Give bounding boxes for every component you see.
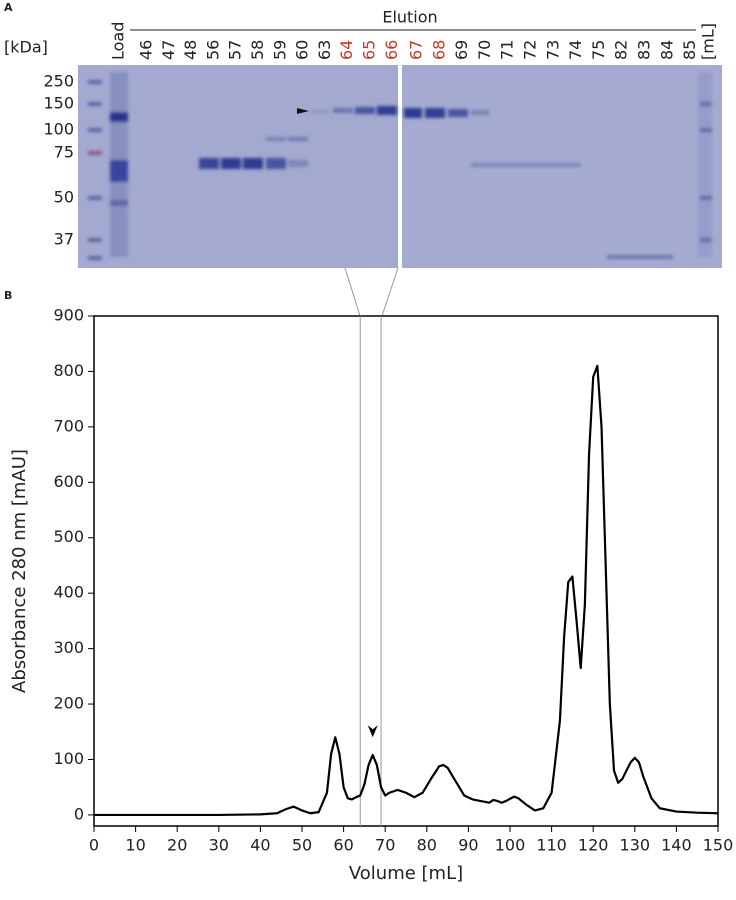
unit-label: [kDa]	[4, 38, 48, 57]
x-axis-label: Volume [mL]	[349, 863, 463, 884]
x-tick-label: 70	[375, 836, 395, 855]
x-tick-label: 40	[250, 836, 270, 855]
marker-label: 250	[43, 72, 74, 91]
lane-label: 58	[248, 40, 267, 60]
lane-label: 84	[657, 40, 676, 60]
x-tick-label: 90	[458, 836, 478, 855]
lane-label: 71	[498, 40, 517, 60]
lane-label: 82	[612, 40, 631, 60]
x-tick-label: 10	[125, 836, 145, 855]
marker-label: 50	[54, 188, 74, 207]
lane-label: 60	[293, 40, 312, 60]
chart: B Volume [mL] Absorbance 280 nm [mAU] 0 1…	[4, 289, 733, 884]
lane-label: 65	[360, 40, 379, 60]
x-tick-label: 130	[620, 836, 651, 855]
x-tick-label: 30	[209, 836, 229, 855]
y-tick-label: 900	[53, 306, 84, 325]
x-tick-label: 50	[292, 836, 312, 855]
band-arrow	[297, 108, 309, 114]
elution-label: Elution	[382, 8, 437, 27]
y-tick-label: 400	[53, 583, 84, 602]
gel-bands	[88, 72, 712, 260]
x-tick-label: 60	[333, 836, 353, 855]
x-tick-label: 120	[578, 836, 609, 855]
lane-label: 57	[226, 40, 245, 60]
lane-label: 83	[635, 40, 654, 60]
y-tick-label: 700	[53, 416, 84, 435]
x-tick-label: 20	[167, 836, 187, 855]
gel-panel: A [kDa] 250 150 100 75	[4, 1, 722, 317]
lane-label: 59	[270, 40, 289, 60]
marker-label: 150	[43, 94, 74, 113]
x-tick-label: 110	[536, 836, 567, 855]
plot-frame	[93, 315, 719, 827]
x-tick-label: 0	[89, 836, 99, 855]
lane-label: 48	[181, 40, 200, 60]
lane-label: 64	[337, 40, 356, 60]
y-tick-label: 0	[74, 804, 84, 823]
y-tick-label: 500	[53, 527, 84, 546]
lane-label: 74	[566, 40, 585, 60]
load-label: Load	[109, 22, 128, 60]
panel-label: B	[4, 289, 12, 302]
lane-label: 47	[159, 40, 178, 60]
lane-label: 73	[543, 40, 562, 60]
lane-label: 66	[382, 40, 401, 60]
unit-label: [mL]	[699, 23, 718, 60]
lane-label: 72	[521, 40, 540, 60]
x-tick-label: 140	[661, 836, 692, 855]
lane-label: 63	[315, 40, 334, 60]
y-axis-label: Absorbance 280 nm [mAU]	[9, 449, 30, 693]
data-line	[94, 364, 719, 817]
x-tick-label: 150	[703, 836, 734, 855]
x-tick-label: 80	[417, 836, 437, 855]
y-tick-label: 200	[53, 694, 84, 713]
lane-label: 56	[203, 40, 222, 60]
y-tick-label: 100	[53, 749, 84, 768]
lane-label: 67	[407, 40, 426, 60]
connector	[381, 267, 399, 317]
marker-label: 100	[43, 120, 74, 139]
connector	[344, 267, 361, 317]
marker-label: 75	[54, 143, 74, 162]
panel-label: A	[4, 1, 13, 14]
lane-label: 75	[589, 40, 608, 60]
lane-label: 70	[475, 40, 494, 60]
y-tick-label: 600	[53, 472, 84, 491]
x-tick-label: 100	[495, 836, 526, 855]
y-tick-label: 800	[53, 361, 84, 380]
lane-label: 85	[680, 40, 699, 60]
lane-label: 46	[137, 40, 156, 60]
peak-arrow	[367, 725, 378, 738]
lane-label: 68	[429, 40, 448, 60]
lane-label: 69	[452, 40, 471, 60]
marker-label: 37	[54, 230, 74, 249]
y-tick-label: 300	[53, 638, 84, 657]
